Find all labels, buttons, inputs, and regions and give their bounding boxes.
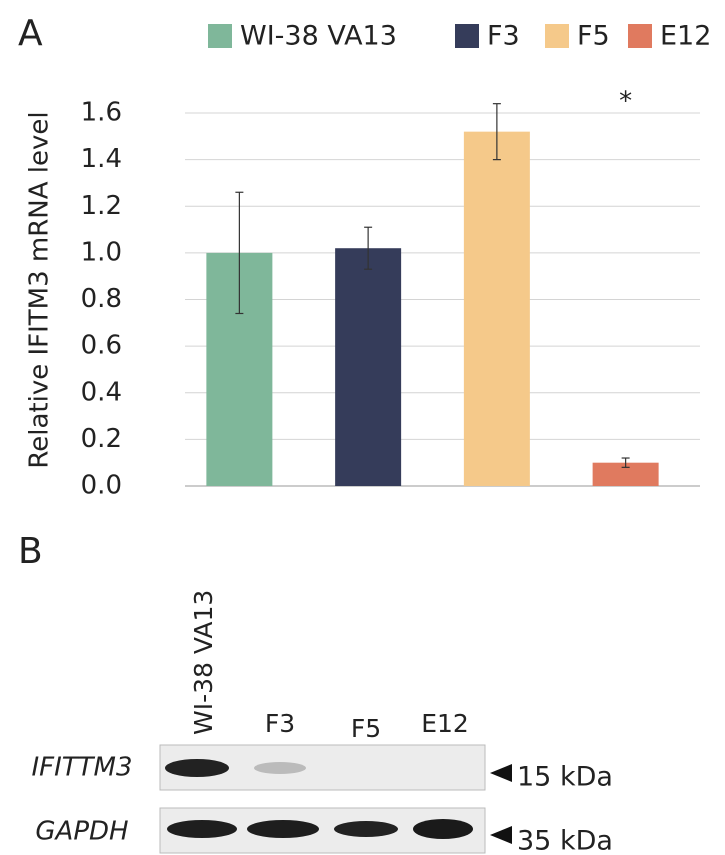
y-tick-label: 0.4 [81, 377, 122, 407]
lane-label: E12 [421, 709, 469, 738]
legend-label: WI-38 VA13 [240, 21, 397, 52]
legend-swatch [455, 24, 479, 48]
legend-swatch [545, 24, 569, 48]
legend-swatch [628, 24, 652, 48]
band [334, 821, 398, 837]
row-label: IFITTM3 [31, 753, 132, 783]
legend-swatch [208, 24, 232, 48]
legend-label: E12 [660, 21, 711, 52]
y-tick-label: 1.0 [81, 237, 122, 267]
y-tick-label: 1.2 [81, 191, 122, 221]
panel-label: A [18, 13, 43, 54]
arrow [490, 764, 512, 782]
y-tick-label: 1.6 [81, 98, 122, 128]
legend-label: F3 [487, 21, 520, 52]
arrow [490, 826, 512, 844]
size-label: 35 kDa [517, 826, 613, 855]
figure: A Relative IFITM3 mRNA level B 0.0 0.2 0.4… [0, 0, 725, 855]
y-tick-label: 0.0 [81, 471, 122, 501]
blot [160, 745, 512, 853]
annotation: * [619, 87, 632, 117]
band [247, 820, 319, 838]
band [413, 819, 473, 839]
lane-label: F3 [265, 709, 295, 738]
band [254, 762, 306, 774]
size-label: 15 kDa [517, 762, 613, 793]
y-tick-label: 0.6 [81, 331, 122, 361]
y-tick-label: 1.4 [81, 144, 122, 174]
band [165, 759, 229, 777]
bar [464, 132, 530, 486]
y-tick-label: 0.2 [81, 424, 122, 454]
legend-label: F5 [577, 21, 610, 52]
panel-label: B [18, 531, 43, 572]
band [167, 820, 237, 838]
row-label: GAPDH [35, 817, 128, 847]
bar [335, 248, 401, 486]
y-tick-label: 0.8 [81, 284, 122, 314]
y-axis-title: Relative IFITM3 mRNA level [25, 111, 55, 468]
lane-label: WI-38 VA13 [189, 590, 218, 735]
lane-label: F5 [351, 714, 381, 743]
